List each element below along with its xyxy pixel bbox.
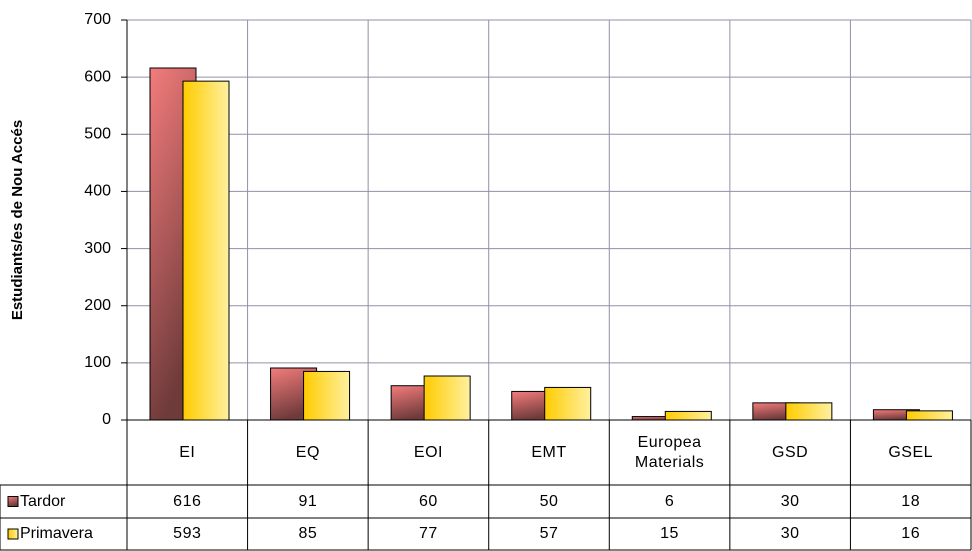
bar — [423, 375, 471, 421]
table-value: 30 — [780, 492, 800, 510]
table-value: 16 — [901, 525, 921, 542]
legend-key — [7, 528, 19, 540]
table-value: 50 — [539, 492, 559, 510]
table-value: 15 — [660, 525, 679, 542]
table-value: 60 — [419, 492, 438, 510]
y-tick-label: 400 — [84, 183, 111, 200]
bar — [303, 370, 351, 421]
category-label: GSEL — [888, 444, 934, 461]
category-label: EOI — [413, 444, 443, 461]
category-label: GSD — [772, 444, 809, 461]
table-value: 77 — [419, 525, 438, 542]
table-value: 18 — [901, 492, 921, 510]
category-label: EI — [179, 444, 196, 461]
y-tick-label: 200 — [84, 297, 111, 314]
y-axis-label: Estudiants/es de Nou Accés — [9, 120, 26, 320]
legend-label: Tardor — [20, 492, 66, 510]
bar — [905, 410, 953, 421]
y-tick-label: 500 — [84, 126, 111, 143]
bar — [664, 410, 712, 421]
table-value: 593 — [173, 525, 202, 542]
y-tick-label: 0 — [102, 411, 111, 428]
table-value: 85 — [298, 525, 318, 542]
y-tick-label: 600 — [84, 68, 111, 85]
table-value: 30 — [780, 525, 800, 542]
table-value: 57 — [539, 525, 559, 542]
legend-key — [7, 496, 19, 507]
category-label: EQ — [295, 444, 320, 461]
legend-label: Primavera — [20, 525, 93, 542]
category-label: EMT — [531, 444, 567, 461]
bar — [182, 80, 230, 421]
table-value: 91 — [298, 492, 318, 510]
y-tick-label: 700 — [84, 11, 111, 28]
bar — [785, 402, 833, 421]
table-value: 616 — [173, 492, 202, 510]
y-tick-label: 100 — [84, 354, 111, 371]
category-label: Europea Materials — [634, 434, 705, 471]
y-tick-label: 300 — [84, 240, 111, 257]
table-value: 6 — [664, 492, 675, 510]
bar — [544, 386, 592, 421]
